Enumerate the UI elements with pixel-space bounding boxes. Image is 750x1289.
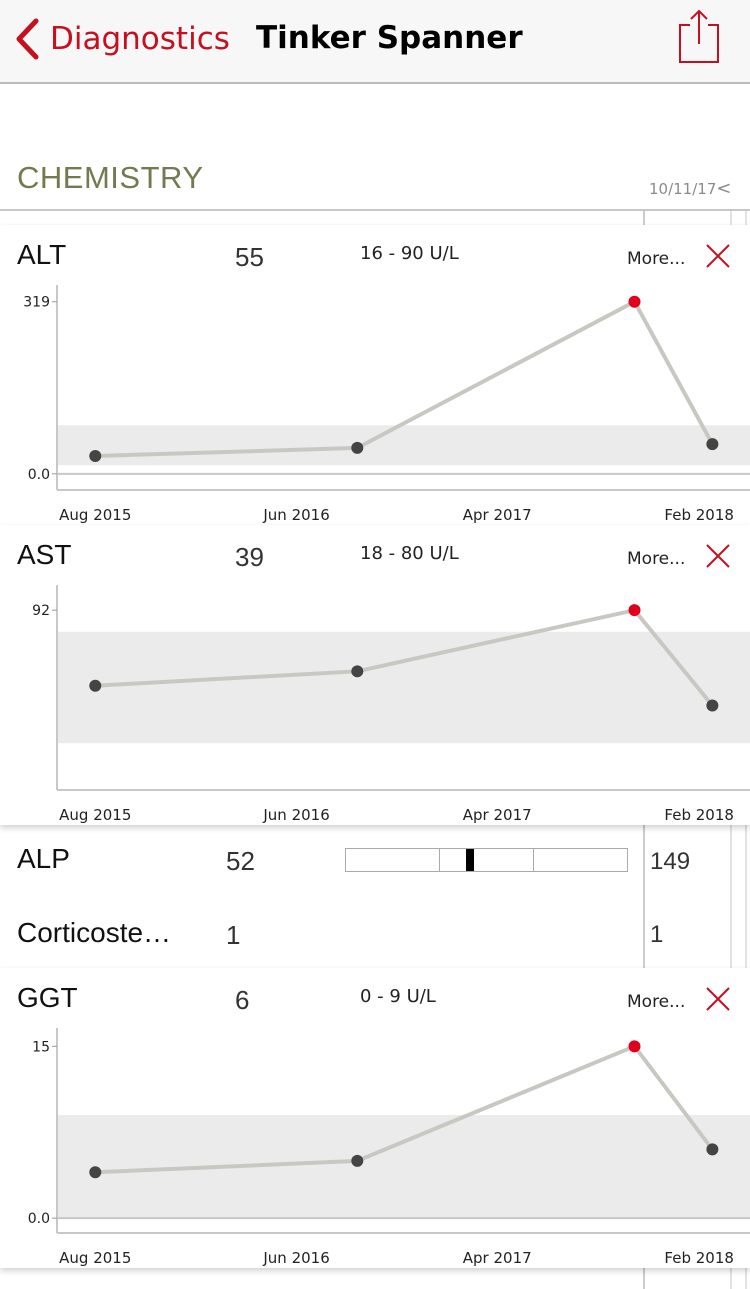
data-point[interactable] [89,679,102,692]
back-button[interactable]: Diagnostics [14,18,230,60]
y-tick-label: 0.0 [28,467,50,483]
x-tick-label: Aug 2015 [59,506,131,524]
more-link[interactable]: More... [627,992,686,1012]
page-title: Tinker Spanner [256,20,523,56]
column-date[interactable]: 10/11/17< [649,178,731,199]
close-icon [706,244,730,268]
test-value: 1 [226,920,241,950]
x-tick-label: Feb 2018 [664,506,734,524]
line-chart: 0.0 15 Aug 2015 Jun 2016 Apr 2017 Feb 2018 [28,1028,750,1267]
series-line [95,1043,714,1175]
share-icon [679,9,719,63]
series-line [95,299,715,459]
close-chart-button[interactable] [705,243,731,273]
series-line [95,607,714,707]
y-tick-label: 15 [32,1039,50,1055]
x-tick-label: Jun 2016 [262,806,329,824]
chart-card-ast[interactable]: AST 39 18 - 80 U/L More... 92 Aug 2015 Jun… [0,525,750,825]
test-value: 39 [235,542,264,572]
data-point[interactable] [89,450,102,463]
test-value: 55 [235,242,264,272]
test-name: AST [17,539,72,570]
test-name: GGT [17,982,78,1013]
test-value: 52 [226,846,255,876]
navigation-bar: Diagnostics Tinker Spanner [0,0,750,84]
highlighted-data-point[interactable] [628,604,641,617]
y-tick-label: 0.0 [28,1211,50,1227]
close-icon [706,987,730,1011]
x-tick-label: Aug 2015 [59,806,131,824]
range-divider [533,849,534,871]
reference-range: 0 - 9 U/L [360,986,436,1007]
data-point[interactable] [706,438,719,451]
reference-range: 16 - 90 U/L [360,243,459,264]
x-tick-label: Apr 2017 [463,806,532,824]
reference-band [57,425,750,466]
previous-value: 1 [650,921,664,948]
close-chart-button[interactable] [705,543,731,573]
test-value: 6 [235,985,250,1015]
y-tick-label: 92 [32,603,50,619]
x-tick-label: Apr 2017 [463,506,532,524]
date-label: 10/11/17 [649,180,717,198]
previous-value: 149 [650,848,691,875]
reference-band [57,631,750,744]
share-button[interactable] [676,8,722,68]
range-divider [439,849,440,871]
chart-card-alt[interactable]: ALT 55 16 - 90 U/L More... 0.0 319 Aug 201… [0,225,750,525]
highlighted-data-point[interactable] [628,295,641,308]
x-tick-label: Jun 2016 [262,1249,329,1267]
data-point[interactable] [89,1166,102,1179]
x-tick-label: Jun 2016 [262,506,329,524]
x-tick-label: Feb 2018 [664,806,734,824]
test-name: ALT [17,239,67,270]
x-tick-label: Apr 2017 [463,1249,532,1267]
chevron-left-icon [16,18,39,60]
data-point[interactable] [706,699,719,712]
back-label: Diagnostics [50,21,230,57]
y-tick-label: 319 [23,295,50,311]
x-tick-label: Aug 2015 [59,1249,131,1267]
chart-card-ggt[interactable]: GGT 6 0 - 9 U/L More... 0.0 15 Aug 2015 Jun… [0,968,750,1268]
range-marker [465,849,474,871]
divider [0,209,750,211]
data-point[interactable] [351,665,364,678]
range-bar [345,848,628,872]
more-link[interactable]: More... [627,249,686,269]
test-name: ALP [17,843,70,874]
result-row-corticosteroid[interactable]: Corticoste… 1 [0,900,640,970]
close-icon [706,544,730,568]
data-point[interactable] [706,1143,719,1156]
data-point[interactable] [351,441,364,454]
section-title: CHEMISTRY [17,160,204,195]
more-link[interactable]: More... [627,549,686,569]
close-chart-button[interactable] [705,986,731,1016]
reference-range: 18 - 80 U/L [360,543,459,564]
reference-band [57,1115,750,1219]
test-name: Corticoste… [17,917,172,948]
result-row-alp[interactable]: ALP 52 [0,825,640,895]
highlighted-data-point[interactable] [628,1040,641,1053]
line-chart: 92 Aug 2015 Jun 2016 Apr 2017 Feb 2018 [32,585,750,824]
data-point[interactable] [351,1154,364,1167]
previous-date-icon[interactable]: < [716,178,732,199]
line-chart: 0.0 319 Aug 2015 Jun 2016 Apr 2017 Feb 2018 [23,285,750,524]
x-tick-label: Feb 2018 [664,1249,734,1267]
